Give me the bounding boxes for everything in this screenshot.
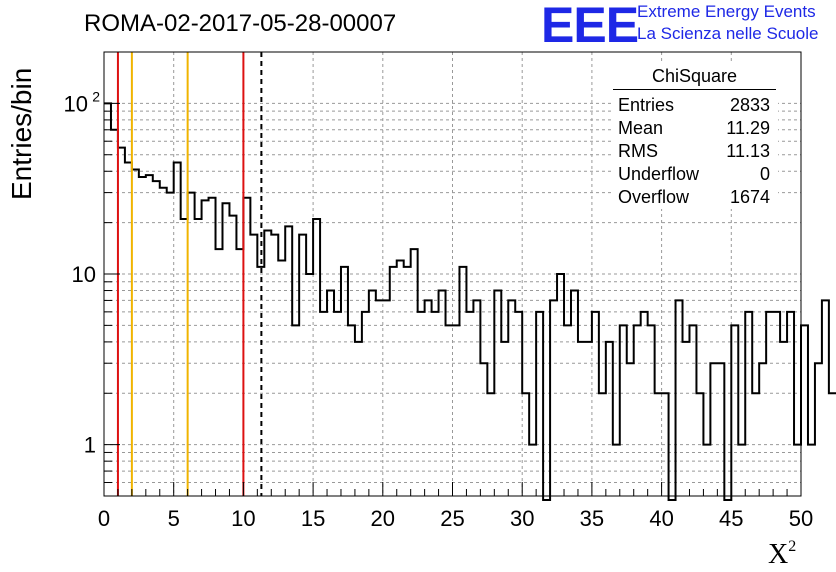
histogram-outline bbox=[104, 102, 836, 501]
stats-label: Overflow bbox=[618, 187, 690, 207]
y-tick-label: 1 bbox=[84, 433, 96, 458]
x-tick-label: 0 bbox=[98, 506, 110, 531]
stats-value: 11.13 bbox=[726, 141, 770, 161]
y-tick-label: 10 bbox=[72, 262, 96, 287]
x-tick-label: 35 bbox=[580, 506, 604, 531]
y-tick-label-exponent: 2 bbox=[92, 88, 100, 104]
x-axis-label-superscript: 2 bbox=[788, 538, 797, 555]
x-tick-label: 5 bbox=[168, 506, 180, 531]
stats-value: 0 bbox=[759, 164, 770, 184]
x-axis-label: X2 bbox=[768, 538, 796, 571]
x-tick-label: 20 bbox=[371, 506, 395, 531]
x-tick-label: 25 bbox=[440, 506, 464, 531]
logo-line-1: Extreme Energy Events bbox=[637, 2, 816, 21]
stats-value: 1674 bbox=[729, 187, 770, 207]
x-tick-label: 40 bbox=[649, 506, 673, 531]
stats-title: ChiSquare bbox=[613, 64, 776, 90]
logo-line-2: La Scienza nelle Scuole bbox=[637, 24, 819, 43]
stats-box: ChiSquare Entries 2833 Mean 11.29 RMS 11.13… bbox=[611, 64, 778, 209]
stats-row-overflow: Overflow 1674 bbox=[611, 186, 778, 209]
stats-label: RMS bbox=[618, 141, 658, 161]
y-axis-label: Entries/bin bbox=[6, 67, 37, 200]
y-tick-label: 10 bbox=[64, 91, 88, 116]
eee-logo: EEE bbox=[541, 0, 639, 53]
x-axis-label-base: X bbox=[768, 539, 789, 570]
stats-row-entries: Entries 2833 bbox=[611, 94, 778, 117]
x-tick-label: 15 bbox=[301, 506, 325, 531]
x-tick-label: 50 bbox=[789, 506, 813, 531]
x-tick-label: 45 bbox=[719, 506, 743, 531]
stats-row-underflow: Underflow 0 bbox=[611, 163, 778, 186]
stats-value: 11.29 bbox=[726, 118, 770, 138]
chart-title: ROMA-02-2017-05-28-00007 bbox=[84, 10, 397, 37]
stats-row-mean: Mean 11.29 bbox=[611, 117, 778, 140]
stats-value: 2833 bbox=[729, 95, 770, 115]
stats-label: Underflow bbox=[618, 164, 700, 184]
x-tick-label: 10 bbox=[231, 506, 255, 531]
stats-label: Mean bbox=[618, 118, 664, 138]
stats-label: Entries bbox=[618, 95, 675, 115]
x-tick-label: 30 bbox=[510, 506, 534, 531]
stats-row-rms: RMS 11.13 bbox=[611, 140, 778, 163]
